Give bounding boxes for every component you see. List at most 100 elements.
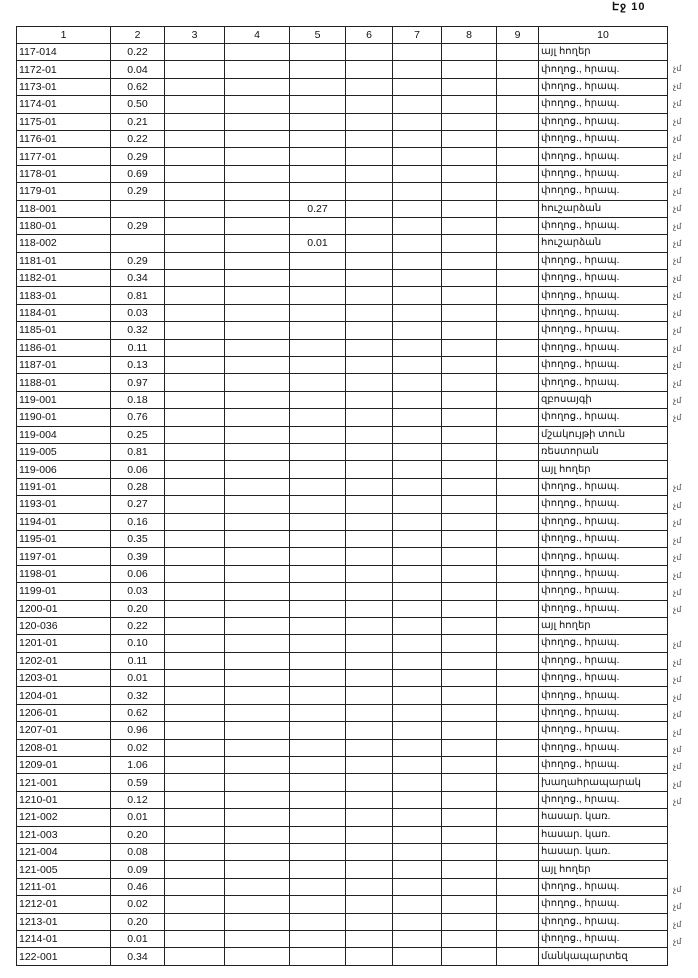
cell-col-1: 1188-01 [16, 373, 111, 392]
cell-col-6 [345, 808, 393, 827]
table-row: 1181-01 0.29 փողոց., հրապ. [16, 251, 668, 271]
margin-note: չմ [673, 710, 682, 720]
cell-col-3 [164, 790, 225, 810]
cell-col-7 [392, 112, 442, 131]
cell-col-4 [224, 356, 290, 375]
cell-col-6 [345, 616, 393, 636]
cell-col-7 [392, 738, 442, 758]
cell-col-2: 0.22 [110, 42, 165, 62]
cell-col-10: փողոց., հրապ. [538, 512, 668, 531]
cell-col-1: 1187-01 [16, 356, 111, 375]
cell-col-3 [164, 373, 225, 392]
cell-col-3 [164, 912, 225, 931]
cell-col-4 [224, 460, 290, 479]
cell-col-8 [441, 582, 497, 601]
cell-col-1: 1180-01 [16, 216, 111, 236]
cell-col-7 [392, 825, 442, 844]
table-row: 1207-01 0.96 փողոց., հրապ. [16, 721, 668, 740]
cell-col-5 [289, 164, 346, 184]
cell-col-1: 1190-01 [16, 408, 111, 427]
cell-col-9 [496, 42, 539, 62]
cell-col-5 [289, 912, 346, 931]
cell-col-5 [289, 182, 346, 201]
table-row: 1191-01 0.28 փողոց., հրապ. [16, 477, 668, 497]
cell-col-2: 0.06 [110, 564, 165, 584]
cell-col-1: 1173-01 [16, 77, 111, 97]
cell-col-9 [496, 686, 539, 705]
table-row: 1183-01 0.81 փողոց., հրապ. [16, 286, 668, 305]
margin-note: չմ [673, 779, 682, 789]
margin-note: չմ [673, 64, 682, 74]
cell-col-6 [345, 703, 393, 723]
cell-col-4 [224, 269, 290, 288]
cell-col-3 [164, 808, 225, 827]
cell-col-2: 0.20 [110, 599, 165, 618]
cell-col-5 [289, 95, 346, 114]
cell-col-2: 0.25 [110, 425, 165, 444]
cell-col-10: հասար. կառ. [538, 842, 668, 862]
cell-col-10: փողոց., հրապ. [538, 564, 668, 584]
cell-col-10: փողոց., հրապ. [538, 495, 668, 514]
cell-col-10: փողոց., հրապ. [538, 338, 668, 358]
cell-col-3 [164, 251, 225, 271]
cell-col-2: 0.22 [110, 129, 165, 149]
cell-col-8 [441, 547, 497, 566]
cell-col-4 [224, 182, 290, 201]
table-row: 122-001 0.34 մանկապարտեզ [16, 947, 668, 966]
cell-col-3 [164, 408, 225, 427]
cell-col-2: 0.12 [110, 790, 165, 810]
cell-col-3 [164, 686, 225, 705]
cell-col-8 [441, 356, 497, 375]
table-row: 118-002 0.01 հուշարձան [16, 234, 668, 253]
cell-col-2: 1.06 [110, 756, 165, 775]
cell-col-8 [441, 129, 497, 149]
cell-col-9 [496, 721, 539, 740]
cell-col-7 [392, 77, 442, 97]
cell-col-10: ռեստորան [538, 442, 668, 462]
cell-col-3 [164, 477, 225, 497]
margin-note: չմ [673, 657, 682, 667]
table-row: 1175-01 0.21 փողոց., հրապ. [16, 112, 668, 131]
cell-col-2: 0.34 [110, 269, 165, 288]
cell-col-9 [496, 599, 539, 618]
cell-col-4 [224, 477, 290, 497]
cell-col-7 [392, 321, 442, 340]
cell-col-6 [345, 912, 393, 931]
cell-col-4 [224, 495, 290, 514]
cell-col-9 [496, 616, 539, 636]
cell-col-10: փողոց., հրապ. [538, 286, 668, 305]
cell-col-6 [345, 738, 393, 758]
cell-col-6 [345, 338, 393, 358]
cell-col-8 [441, 895, 497, 914]
cell-col-9 [496, 425, 539, 444]
table-row: 1199-01 0.03 փողոց., հրապ. [16, 582, 668, 601]
cell-col-5 [289, 373, 346, 392]
margin-note: չմ [673, 169, 682, 179]
cell-col-6 [345, 634, 393, 653]
cell-col-3 [164, 182, 225, 201]
cell-col-1: 1204-01 [16, 686, 111, 705]
cell-col-10: փողոց., հրապ. [538, 756, 668, 775]
cell-col-1: 1181-01 [16, 251, 111, 271]
cell-col-9 [496, 703, 539, 723]
cell-col-8 [441, 616, 497, 636]
cell-col-6 [345, 425, 393, 444]
cell-col-6 [345, 442, 393, 462]
cell-col-2: 0.01 [110, 808, 165, 827]
cell-col-2: 0.03 [110, 582, 165, 601]
cell-col-7 [392, 147, 442, 166]
table-row: 1182-01 0.34 փողոց., հրապ. [16, 269, 668, 288]
cell-col-9 [496, 651, 539, 671]
margin-note: չմ [673, 273, 682, 283]
cell-col-4 [224, 512, 290, 531]
cell-col-2: 0.69 [110, 164, 165, 184]
cell-col-1: 1207-01 [16, 721, 111, 740]
margin-note: չմ [673, 221, 682, 231]
cell-col-1: 1178-01 [16, 164, 111, 184]
cell-col-1: 1174-01 [16, 95, 111, 114]
cell-col-5 [289, 773, 346, 792]
cell-col-7 [392, 651, 442, 671]
cell-col-10: փողոց., հրապ. [538, 95, 668, 114]
table-row: 120-036 0.22 այլ հողեր [16, 616, 668, 636]
cell-col-4 [224, 164, 290, 184]
